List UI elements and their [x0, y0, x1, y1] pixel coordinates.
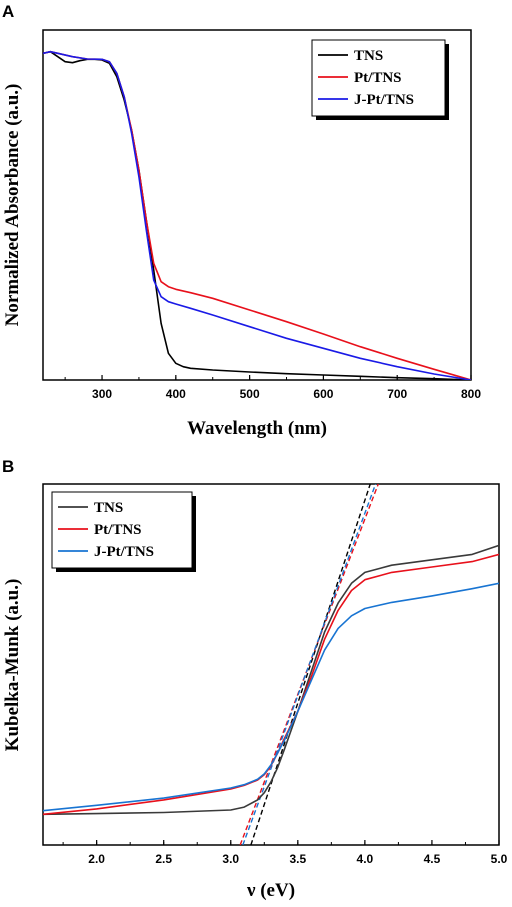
panel-b-x-ticks: 2.0 2.5 3.0 3.5 4.0 4.5 5.0: [62, 840, 508, 866]
panel-a-series: [43, 50, 471, 380]
legend-entry: Pt/TNS: [354, 70, 402, 86]
x-tick-label: 400: [166, 387, 186, 401]
legend-entry: Pt/TNS: [94, 522, 142, 538]
panel-a-label: A: [2, 2, 14, 21]
panel-b: B 2.0 2.5 3.0 3.5 4.0 4.5 5.0 TNS Pt/TNS J-Pt/TN…: [2, 457, 508, 901]
x-tick-label: 4.5: [424, 852, 441, 866]
panel-b-x-axis-title: ν (eV): [246, 880, 295, 901]
panel-a-y-axis-title: Normalized Absorbance (a.u.): [2, 84, 23, 327]
legend-entry: J-Pt/TNS: [354, 92, 414, 108]
panel-a-plot-frame: [42, 29, 472, 381]
x-tick-label: 300: [92, 387, 112, 401]
legend-entry: TNS: [354, 48, 383, 64]
panel-a-x-axis-title: Wavelength (nm): [187, 418, 327, 439]
x-tick-label: 500: [240, 387, 260, 401]
series-line-j-pt-tns: [43, 50, 471, 380]
panel-b-plot-frame: [42, 483, 500, 846]
fit-line: [250, 484, 371, 845]
panel-b-y-axis-title: Kubelka-Munk (a.u.): [2, 579, 23, 752]
series-line-j-pt-tns: [43, 582, 499, 812]
legend-box: [51, 491, 193, 569]
panel-b-fit-lines: [239, 484, 379, 845]
panel-a: A 300 400 500 600 700 800 TNS Pt/TNS J-Pt/TNS W…: [2, 2, 481, 439]
panel-b-series: [43, 544, 499, 816]
fit-line: [242, 484, 377, 845]
x-tick-label: 3.5: [289, 852, 306, 866]
series-line-tns: [43, 544, 499, 816]
series-line-pt-tns: [43, 553, 499, 816]
x-tick-label: 5.0: [491, 852, 508, 866]
x-tick-label: 2.5: [155, 852, 172, 866]
legend-entry: TNS: [94, 500, 123, 516]
x-tick-label: 700: [387, 387, 407, 401]
panel-b-label: B: [2, 457, 14, 476]
x-tick-label: 800: [461, 387, 481, 401]
x-tick-label: 3.0: [222, 852, 239, 866]
x-tick-label: 600: [313, 387, 333, 401]
legend-box: [311, 39, 446, 117]
panel-a-legend: TNS Pt/TNS J-Pt/TNS: [311, 39, 449, 120]
panel-b-legend: TNS Pt/TNS J-Pt/TNS: [51, 491, 196, 572]
x-tick-label: 2.0: [88, 852, 105, 866]
legend-entry: J-Pt/TNS: [94, 544, 154, 560]
x-tick-label: 4.0: [357, 852, 374, 866]
